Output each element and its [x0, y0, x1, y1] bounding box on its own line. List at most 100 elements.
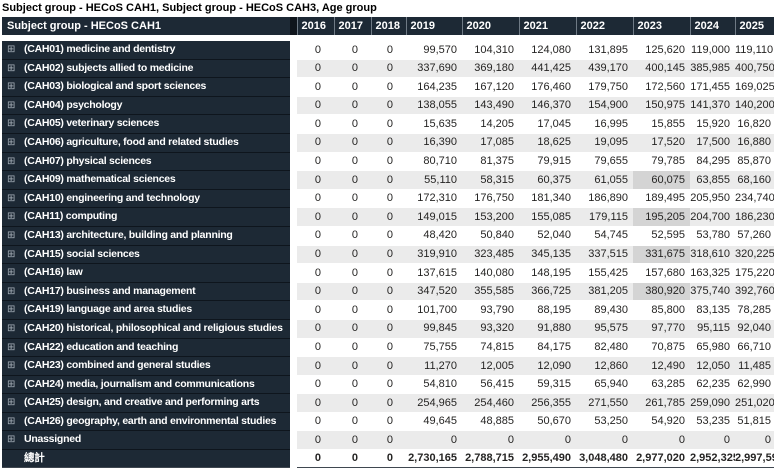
row-label[interactable]: ⊞ (CAH01) medicine and dentistry [2, 41, 290, 60]
cell-2018[interactable]: 0 [371, 375, 406, 395]
cell-2020[interactable]: 81,375 [462, 152, 519, 172]
row-header-label[interactable]: Subject group - HECoS CAH1 [2, 17, 290, 35]
cell-2022[interactable]: 439,170 [576, 59, 633, 79]
cell-2022[interactable]: 154,900 [576, 96, 633, 116]
expand-icon[interactable]: ⊞ [7, 192, 16, 204]
cell-2019[interactable]: 0 [406, 430, 462, 451]
column-header-2017[interactable]: 2017 [333, 17, 371, 35]
cell-2024[interactable]: 12,050 [690, 356, 735, 376]
cell-2018[interactable]: 0 [371, 170, 406, 190]
cell-2020[interactable]: 12,005 [462, 356, 519, 376]
cell-2020[interactable]: 355,585 [462, 282, 519, 302]
row-label[interactable]: ⊞ (CAH24) media, journalism and communica… [2, 375, 290, 395]
cell-2018[interactable]: 0 [371, 282, 406, 302]
cell-2016[interactable]: 0 [297, 319, 334, 339]
cell-2022[interactable]: 179,115 [576, 207, 633, 227]
cell-2025[interactable]: 78,285 [735, 300, 774, 320]
expand-icon[interactable]: ⊞ [7, 211, 16, 223]
cell-2025[interactable]: 400,750 [735, 59, 774, 79]
cell-2016[interactable]: 0 [297, 449, 334, 468]
cell-2023[interactable]: 54,920 [633, 412, 690, 432]
cell-2018[interactable]: 0 [371, 449, 406, 468]
cell-2019[interactable]: 347,520 [406, 282, 462, 302]
cell-2018[interactable]: 0 [371, 263, 406, 283]
cell-2021[interactable]: 366,725 [519, 282, 576, 302]
cell-2017[interactable]: 0 [334, 170, 371, 190]
cell-2017[interactable]: 0 [334, 245, 371, 265]
cell-2021[interactable]: 60,375 [519, 170, 576, 190]
cell-2020[interactable]: 140,080 [462, 263, 519, 283]
cell-2016[interactable]: 0 [297, 300, 334, 320]
cell-2021[interactable]: 155,085 [519, 207, 576, 227]
cell-2023[interactable]: 79,785 [633, 152, 690, 172]
expand-icon[interactable]: ⊞ [7, 322, 16, 334]
cell-2017[interactable]: 0 [334, 412, 371, 432]
cell-2024[interactable]: 0 [690, 430, 735, 451]
cell-2022[interactable]: 54,745 [576, 226, 633, 246]
cell-2018[interactable]: 0 [371, 300, 406, 320]
cell-2019[interactable]: 48,420 [406, 226, 462, 246]
cell-2019[interactable]: 49,645 [406, 412, 462, 432]
cell-2016[interactable]: 0 [297, 282, 334, 302]
column-header-2020[interactable]: 2020 [461, 17, 519, 35]
expand-icon[interactable]: ⊞ [7, 267, 16, 279]
cell-2025[interactable]: 320,225 [735, 245, 774, 265]
expand-icon[interactable]: ⊞ [7, 229, 16, 241]
cell-2025[interactable]: 62,990 [735, 375, 774, 395]
cell-2024[interactable]: 15,920 [690, 114, 735, 134]
cell-2016[interactable]: 0 [297, 356, 334, 376]
cell-2020[interactable]: 93,320 [462, 319, 519, 339]
row-label[interactable]: ⊞ (CAH06) agriculture, food and related s… [2, 133, 290, 153]
cell-2017[interactable]: 0 [334, 96, 371, 116]
cell-2018[interactable]: 0 [371, 96, 406, 116]
cell-2020[interactable]: 17,085 [462, 133, 519, 153]
cell-2023[interactable]: 157,680 [633, 263, 690, 283]
cell-2019[interactable]: 16,390 [406, 133, 462, 153]
cell-2024[interactable]: 204,700 [690, 207, 735, 227]
row-label[interactable]: ⊞ (CAH05) veterinary sciences [2, 114, 290, 134]
cell-2025[interactable]: 85,870 [735, 152, 774, 172]
cell-2017[interactable]: 0 [334, 319, 371, 339]
row-label[interactable]: ⊞ (CAH02) subjects allied to medicine [2, 59, 290, 79]
cell-2024[interactable]: 65,980 [690, 338, 735, 358]
expand-icon[interactable]: ⊞ [7, 99, 16, 111]
expand-icon[interactable]: ⊞ [7, 397, 16, 409]
cell-2025[interactable]: 234,740 [735, 189, 774, 209]
cell-2016[interactable]: 0 [297, 207, 334, 227]
cell-2019[interactable]: 80,710 [406, 152, 462, 172]
expand-icon[interactable]: ⊞ [7, 44, 16, 55]
cell-2025[interactable]: 57,260 [735, 226, 774, 246]
cell-2017[interactable]: 0 [334, 41, 371, 60]
cell-2023[interactable]: 380,920 [633, 282, 690, 302]
cell-2020[interactable]: 48,885 [462, 412, 519, 432]
cell-2022[interactable]: 271,550 [576, 393, 633, 413]
cell-2025[interactable]: 68,160 [735, 170, 774, 190]
row-label[interactable]: ⊞ (CAH17) business and management [2, 282, 290, 302]
cell-2022[interactable]: 337,515 [576, 245, 633, 265]
column-header-2022[interactable]: 2022 [575, 17, 633, 35]
cell-2019[interactable]: 319,910 [406, 245, 462, 265]
cell-2025[interactable]: 11,485 [735, 356, 774, 376]
cell-2020[interactable]: 369,180 [462, 59, 519, 79]
cell-2025[interactable]: 169,025 [735, 77, 774, 97]
cell-2024[interactable]: 17,500 [690, 133, 735, 153]
cell-2020[interactable]: 323,485 [462, 245, 519, 265]
row-label[interactable]: ⊞ (CAH07) physical sciences [2, 152, 290, 172]
cell-2019[interactable]: 75,755 [406, 338, 462, 358]
cell-2017[interactable]: 0 [334, 207, 371, 227]
cell-2023[interactable]: 70,875 [633, 338, 690, 358]
cell-2017[interactable]: 0 [334, 393, 371, 413]
expand-icon[interactable]: ⊞ [7, 136, 16, 148]
cell-2024[interactable]: 163,325 [690, 263, 735, 283]
cell-2021[interactable]: 59,315 [519, 375, 576, 395]
cell-2024[interactable]: 2,952,325 [690, 449, 735, 468]
column-header-2019[interactable]: 2019 [405, 17, 462, 35]
cell-2021[interactable]: 18,625 [519, 133, 576, 153]
cell-2018[interactable]: 0 [371, 133, 406, 153]
cell-2024[interactable]: 259,090 [690, 393, 735, 413]
cell-2021[interactable]: 17,045 [519, 114, 576, 134]
cell-2025[interactable]: 175,220 [735, 263, 774, 283]
cell-2018[interactable]: 0 [371, 412, 406, 432]
cell-2022[interactable]: 179,750 [576, 77, 633, 97]
cell-2021[interactable]: 176,460 [519, 77, 576, 97]
